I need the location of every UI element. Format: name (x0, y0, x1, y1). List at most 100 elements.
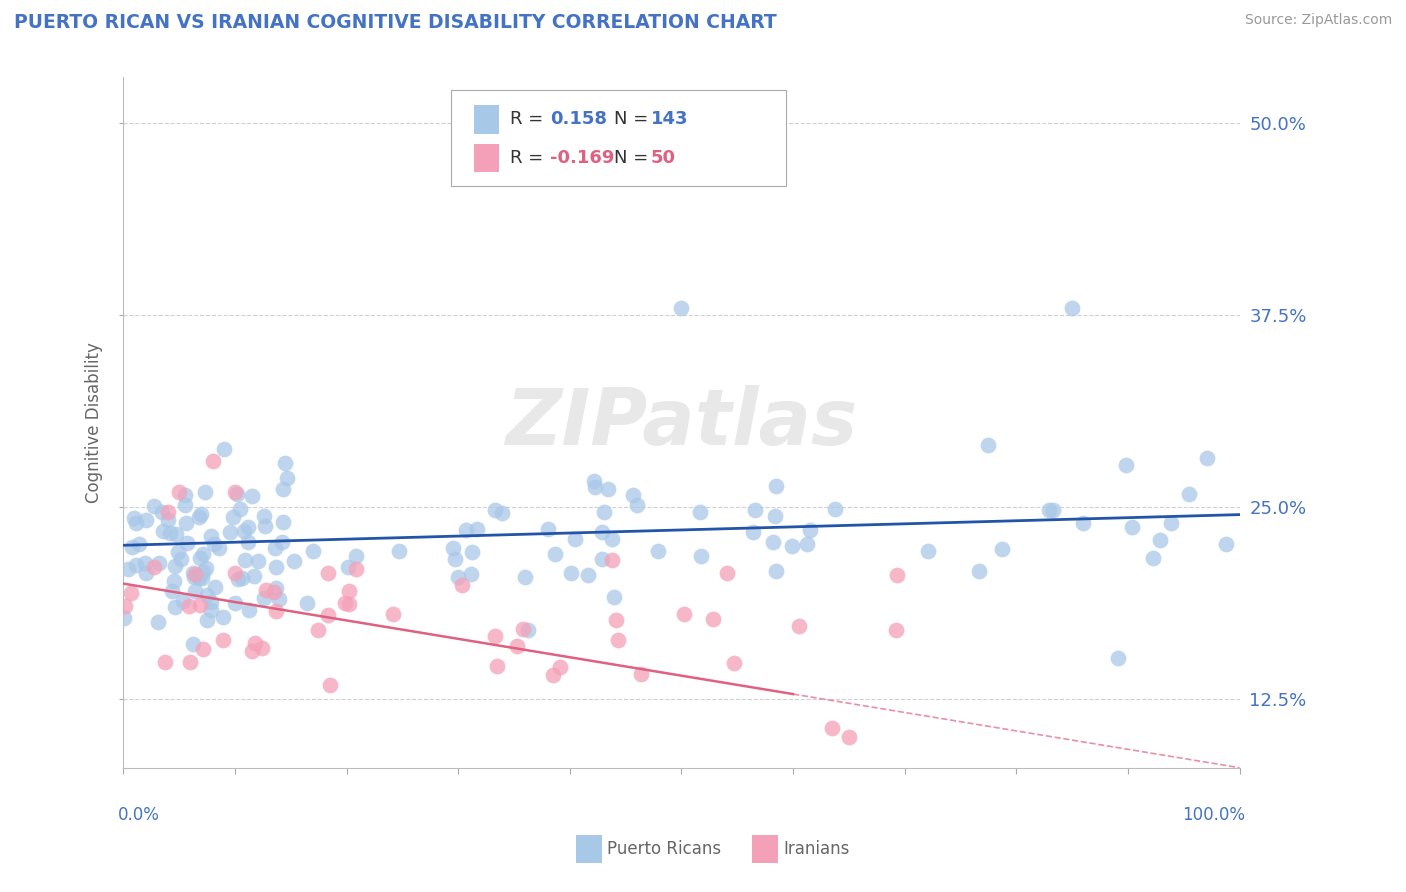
Point (787, 619, 810, 633)
Point (344, 549, 367, 563)
Text: ZIPatlas: ZIPatlas (505, 384, 858, 460)
Point (188, 571, 211, 585)
Text: R =: R = (510, 110, 550, 128)
Point (1062, 301, 1084, 315)
Point (170, 551, 193, 566)
Point (218, 524, 240, 539)
Text: 0.0%: 0.0% (118, 805, 160, 823)
Point (591, 524, 613, 539)
Point (240, 644, 263, 658)
Point (1197, 450, 1219, 465)
Point (236, 535, 259, 549)
Point (233, 552, 256, 566)
Text: N =: N = (614, 110, 654, 128)
Point (160, 584, 183, 599)
Point (454, 524, 477, 538)
Point (148, 556, 170, 570)
Point (485, 659, 508, 673)
Point (548, 659, 571, 673)
Point (484, 629, 506, 643)
Point (212, 442, 235, 457)
Point (977, 438, 1000, 452)
Point (128, 537, 150, 551)
Text: -0.169: -0.169 (550, 149, 614, 167)
Point (179, 655, 201, 669)
Point (211, 610, 233, 624)
Point (647, 544, 669, 558)
Point (236, 519, 259, 533)
Point (120, 586, 142, 600)
Point (117, 562, 139, 576)
Point (592, 505, 614, 519)
Point (193, 547, 215, 561)
Point (780, 539, 803, 553)
Point (135, 512, 157, 526)
Point (208, 541, 231, 556)
Point (271, 482, 294, 496)
Point (742, 524, 765, 539)
Point (598, 482, 620, 496)
Point (388, 543, 411, 558)
Point (543, 548, 565, 562)
Point (582, 474, 605, 488)
Text: Iranians: Iranians (783, 840, 849, 858)
Point (190, 571, 212, 585)
Point (195, 588, 218, 602)
Point (152, 524, 174, 538)
Point (222, 509, 245, 524)
Point (621, 488, 644, 502)
Point (191, 642, 214, 657)
Point (1115, 458, 1137, 472)
Point (153, 655, 176, 669)
Point (967, 564, 990, 578)
Point (165, 600, 187, 615)
Point (576, 568, 599, 582)
Point (212, 633, 235, 648)
Point (1071, 516, 1094, 530)
Point (744, 502, 766, 516)
Point (344, 562, 367, 576)
Point (243, 635, 266, 649)
Point (447, 569, 470, 583)
Point (157, 513, 180, 527)
Point (200, 595, 222, 609)
Point (150, 505, 173, 519)
Point (174, 516, 197, 531)
Point (226, 572, 249, 586)
Text: N =: N = (614, 149, 654, 167)
Point (190, 507, 212, 521)
Point (240, 489, 263, 503)
Point (201, 454, 224, 468)
Point (188, 550, 211, 565)
Point (537, 522, 560, 536)
Point (194, 485, 217, 500)
Point (186, 569, 208, 583)
Point (238, 603, 260, 617)
Point (124, 511, 146, 525)
Point (246, 554, 269, 568)
Point (112, 611, 135, 625)
Point (763, 508, 786, 523)
Point (337, 598, 360, 612)
Point (253, 509, 276, 524)
Point (484, 503, 506, 517)
Point (672, 607, 695, 622)
Point (191, 565, 214, 579)
Point (183, 570, 205, 584)
Text: 0.158: 0.158 (550, 110, 607, 128)
Point (441, 541, 464, 555)
Point (184, 583, 207, 598)
Point (174, 498, 197, 512)
Point (824, 502, 846, 516)
Point (886, 567, 908, 582)
Point (176, 536, 198, 550)
Point (591, 552, 613, 566)
Point (273, 515, 295, 529)
Text: 100.0%: 100.0% (1182, 805, 1246, 823)
Point (179, 599, 201, 614)
Point (181, 637, 204, 651)
Point (264, 582, 287, 596)
Point (114, 599, 136, 613)
Point (229, 502, 252, 516)
Text: Source: ZipAtlas.com: Source: ZipAtlas.com (1244, 13, 1392, 28)
